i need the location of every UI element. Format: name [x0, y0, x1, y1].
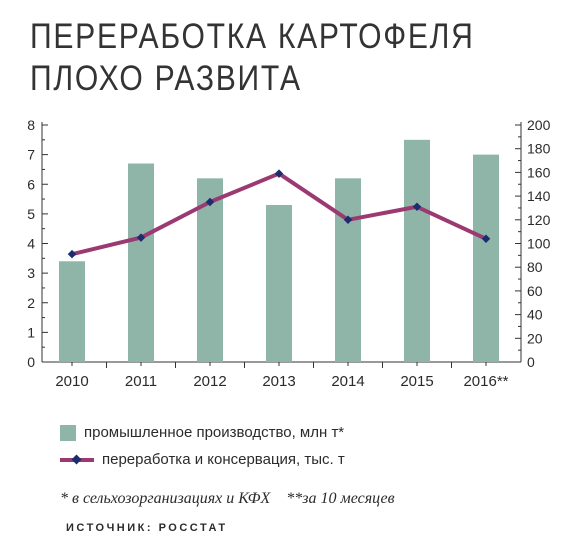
footnote-1: * в сельхозорганизациях и КФХ: [60, 490, 271, 507]
bar-2014: [335, 178, 361, 362]
right-tick-label: 200: [527, 117, 551, 133]
footnotes: * в сельхозорганизациях и КФХ **за 10 мес…: [60, 490, 395, 508]
footnote-2: **за 10 месяцев: [286, 490, 395, 507]
legend-item-line: переработка и консервация, тыс. т: [60, 451, 345, 468]
source-credit: ИСТОЧНИК: РОССТАТ: [66, 522, 228, 534]
right-tick-label: 0: [527, 354, 535, 370]
bars-layer: [59, 139, 499, 362]
chart-title-line-1: ПЕРЕРАБОТКА КАРТОФЕЛЯ: [30, 17, 475, 56]
right-tick-label: 140: [527, 188, 551, 204]
right-tick-label: 20: [527, 330, 543, 346]
bar-2010: [59, 261, 85, 362]
line-layer: [67, 169, 491, 259]
left-tick-label: 0: [27, 354, 35, 370]
chart-title-line-2: ПЛОХО РАЗВИТА: [30, 59, 302, 98]
bar-2015: [404, 139, 430, 362]
chart: 0123456780204060801001201401601802002010…: [27, 117, 550, 390]
left-tick-label: 7: [27, 147, 35, 163]
right-tick-label: 120: [527, 212, 551, 228]
right-tick-label: 80: [527, 259, 543, 275]
legend-line-swatch: [60, 452, 94, 468]
left-tick-label: 5: [27, 206, 35, 222]
line-point-2015: [412, 202, 422, 212]
x-tick-label: 2012: [193, 373, 226, 390]
x-tick-label: 2015: [400, 373, 433, 390]
bar-2013: [266, 204, 292, 362]
line-point-2010: [67, 249, 77, 259]
left-tick-label: 1: [27, 324, 35, 340]
right-tick-label: 60: [527, 283, 543, 299]
chart-title: ПЕРЕРАБОТКА КАРТОФЕЛЯ ПЛОХО РАЗВИТА: [30, 16, 494, 100]
right-tick-label: 180: [527, 141, 551, 157]
x-tick-label: 2013: [262, 373, 295, 390]
bar-2011: [128, 163, 154, 362]
left-tick-label: 8: [27, 117, 35, 133]
left-tick-label: 6: [27, 176, 35, 192]
right-tick-label: 40: [527, 307, 543, 323]
left-tick-label: 2: [27, 295, 35, 311]
line-point-2013: [274, 169, 284, 178]
line-point-2014: [343, 215, 353, 225]
x-tick-label: 2014: [331, 373, 364, 390]
line-point-2012: [205, 197, 215, 207]
legend-bars-label: промышленное производство, млн т*: [84, 424, 345, 441]
legend-line-label: переработка и консервация, тыс. т: [102, 451, 345, 468]
x-tick-label: 2016**: [463, 373, 508, 390]
x-tick-label: 2011: [125, 373, 157, 390]
bar-2012: [197, 178, 223, 362]
line-point-2011: [136, 233, 146, 242]
bar-2016**: [473, 154, 499, 362]
x-tick-label: 2010: [55, 373, 88, 390]
right-tick-label: 160: [527, 164, 551, 180]
legend-item-bars: промышленное производство, млн т*: [60, 424, 344, 441]
left-tick-label: 4: [27, 236, 35, 252]
labels-layer: 0123456780204060801001201401601802002010…: [27, 117, 550, 390]
right-tick-label: 100: [527, 236, 551, 252]
line-point-2016**: [481, 234, 491, 244]
legend-bar-swatch: [60, 424, 76, 441]
left-tick-label: 3: [27, 265, 35, 281]
